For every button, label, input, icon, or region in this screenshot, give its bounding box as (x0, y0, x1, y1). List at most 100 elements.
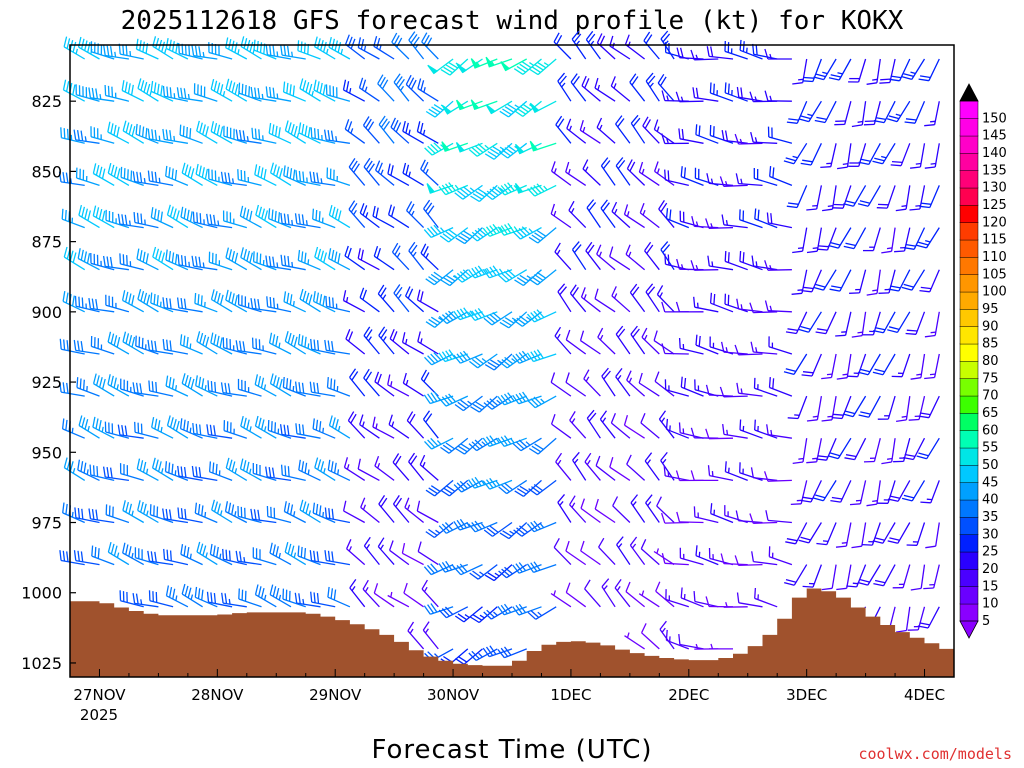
wind-barb (889, 58, 911, 82)
barb-shaft (694, 225, 719, 229)
barb-half-flag (929, 373, 936, 376)
barb-shaft (283, 175, 306, 186)
colorbar-swatch (959, 534, 979, 553)
barb-full-flag (765, 510, 769, 521)
barb-full-flag (501, 149, 511, 157)
chart-title: 2025112618 GFS forecast wind profile (kt… (121, 6, 904, 36)
wind-barb (468, 142, 498, 157)
barb-shaft (284, 551, 307, 566)
barb-full-flag (492, 265, 500, 275)
barb-half-flag (296, 132, 300, 139)
barb-shaft (448, 437, 469, 454)
barb-full-flag (181, 373, 186, 384)
wind-barb (644, 241, 660, 271)
barb-full-flag (453, 310, 461, 320)
barb-full-flag (581, 75, 587, 86)
barb-full-flag (565, 372, 570, 383)
barb-shaft (507, 142, 528, 159)
wind-barb (645, 494, 660, 523)
barb-shaft (195, 512, 218, 524)
barb-full-flag (827, 455, 839, 460)
barb-full-flag (243, 417, 247, 429)
wind-barb (135, 335, 159, 355)
barb-shaft (134, 392, 159, 397)
barb-full-flag (327, 130, 331, 141)
barb-full-flag (554, 242, 561, 253)
wind-barb (904, 100, 926, 124)
wind-barb (754, 208, 778, 229)
barb-shaft (625, 591, 646, 608)
barb-full-flag (390, 206, 396, 217)
barb-full-flag (919, 205, 930, 209)
barb-half-flag (666, 138, 669, 144)
barb-shaft (793, 142, 808, 165)
wind-barb (858, 395, 881, 418)
wind-barb (196, 541, 218, 566)
barb-shaft (838, 58, 852, 81)
barb-full-flag (127, 83, 131, 94)
barb-half-flag (616, 586, 621, 592)
wind-barb (676, 511, 704, 524)
wind-barb (372, 416, 395, 439)
wind-barb (405, 74, 425, 102)
barb-full-flag (477, 308, 486, 318)
barb-full-flag (585, 30, 594, 40)
barb-shaft (710, 134, 734, 144)
barb-full-flag (603, 370, 611, 380)
barb-shaft (421, 588, 439, 608)
x-axis-title: Forecast Time (UTC) (371, 735, 652, 765)
wind-barb (250, 86, 277, 102)
barb-full-flag (873, 120, 885, 124)
barb-full-flag (377, 74, 384, 85)
barb-full-flag (98, 208, 103, 220)
barb-shaft (417, 299, 439, 313)
barb-full-flag (419, 122, 424, 134)
barb-shaft (344, 128, 366, 144)
barb-full-flag (263, 168, 267, 180)
colorbar-label: 115 (982, 233, 1007, 248)
wind-barb (239, 458, 262, 481)
barb-shaft (754, 177, 778, 187)
barb-full-flag (175, 420, 180, 432)
barb-full-flag (454, 192, 464, 200)
barb-shaft (656, 294, 675, 313)
barb-shaft (165, 175, 189, 187)
barb-full-flag (751, 255, 755, 267)
barb-full-flag (410, 79, 417, 90)
barb-shaft (150, 302, 174, 313)
barb-full-flag (468, 149, 478, 157)
barb-full-flag (78, 296, 81, 308)
wind-barb (910, 564, 926, 591)
barb-full-flag (278, 127, 281, 138)
wind-barb (736, 382, 763, 397)
barb-shaft (180, 344, 203, 355)
barb-full-flag (313, 550, 316, 562)
wind-barb (724, 82, 748, 102)
barb-full-flag (295, 423, 298, 434)
barb-full-flag (813, 286, 824, 291)
barb-full-flag (664, 253, 667, 265)
barb-full-flag (95, 299, 99, 310)
barb-shaft (299, 509, 321, 524)
barb-shaft (359, 212, 380, 229)
barb-shaft (845, 522, 852, 547)
barb-full-flag (89, 464, 92, 476)
barb-full-flag (125, 122, 130, 133)
barb-full-flag (792, 250, 803, 254)
barb-full-flag (527, 188, 536, 197)
barb-full-flag (113, 545, 118, 557)
wind-barb (901, 269, 926, 291)
barb-full-flag (630, 114, 639, 124)
barb-full-flag (527, 611, 537, 620)
wind-barb (210, 289, 233, 313)
barb-full-flag (500, 436, 508, 446)
wind-barb (327, 459, 351, 481)
wind-barb (177, 465, 203, 482)
barb-full-flag (216, 82, 221, 93)
barb-full-flag (602, 202, 610, 212)
wind-barb (722, 424, 748, 439)
wind-barb (406, 411, 425, 439)
wind-barb (313, 79, 336, 102)
wind-barb (707, 255, 734, 271)
barb-shaft (149, 138, 174, 144)
